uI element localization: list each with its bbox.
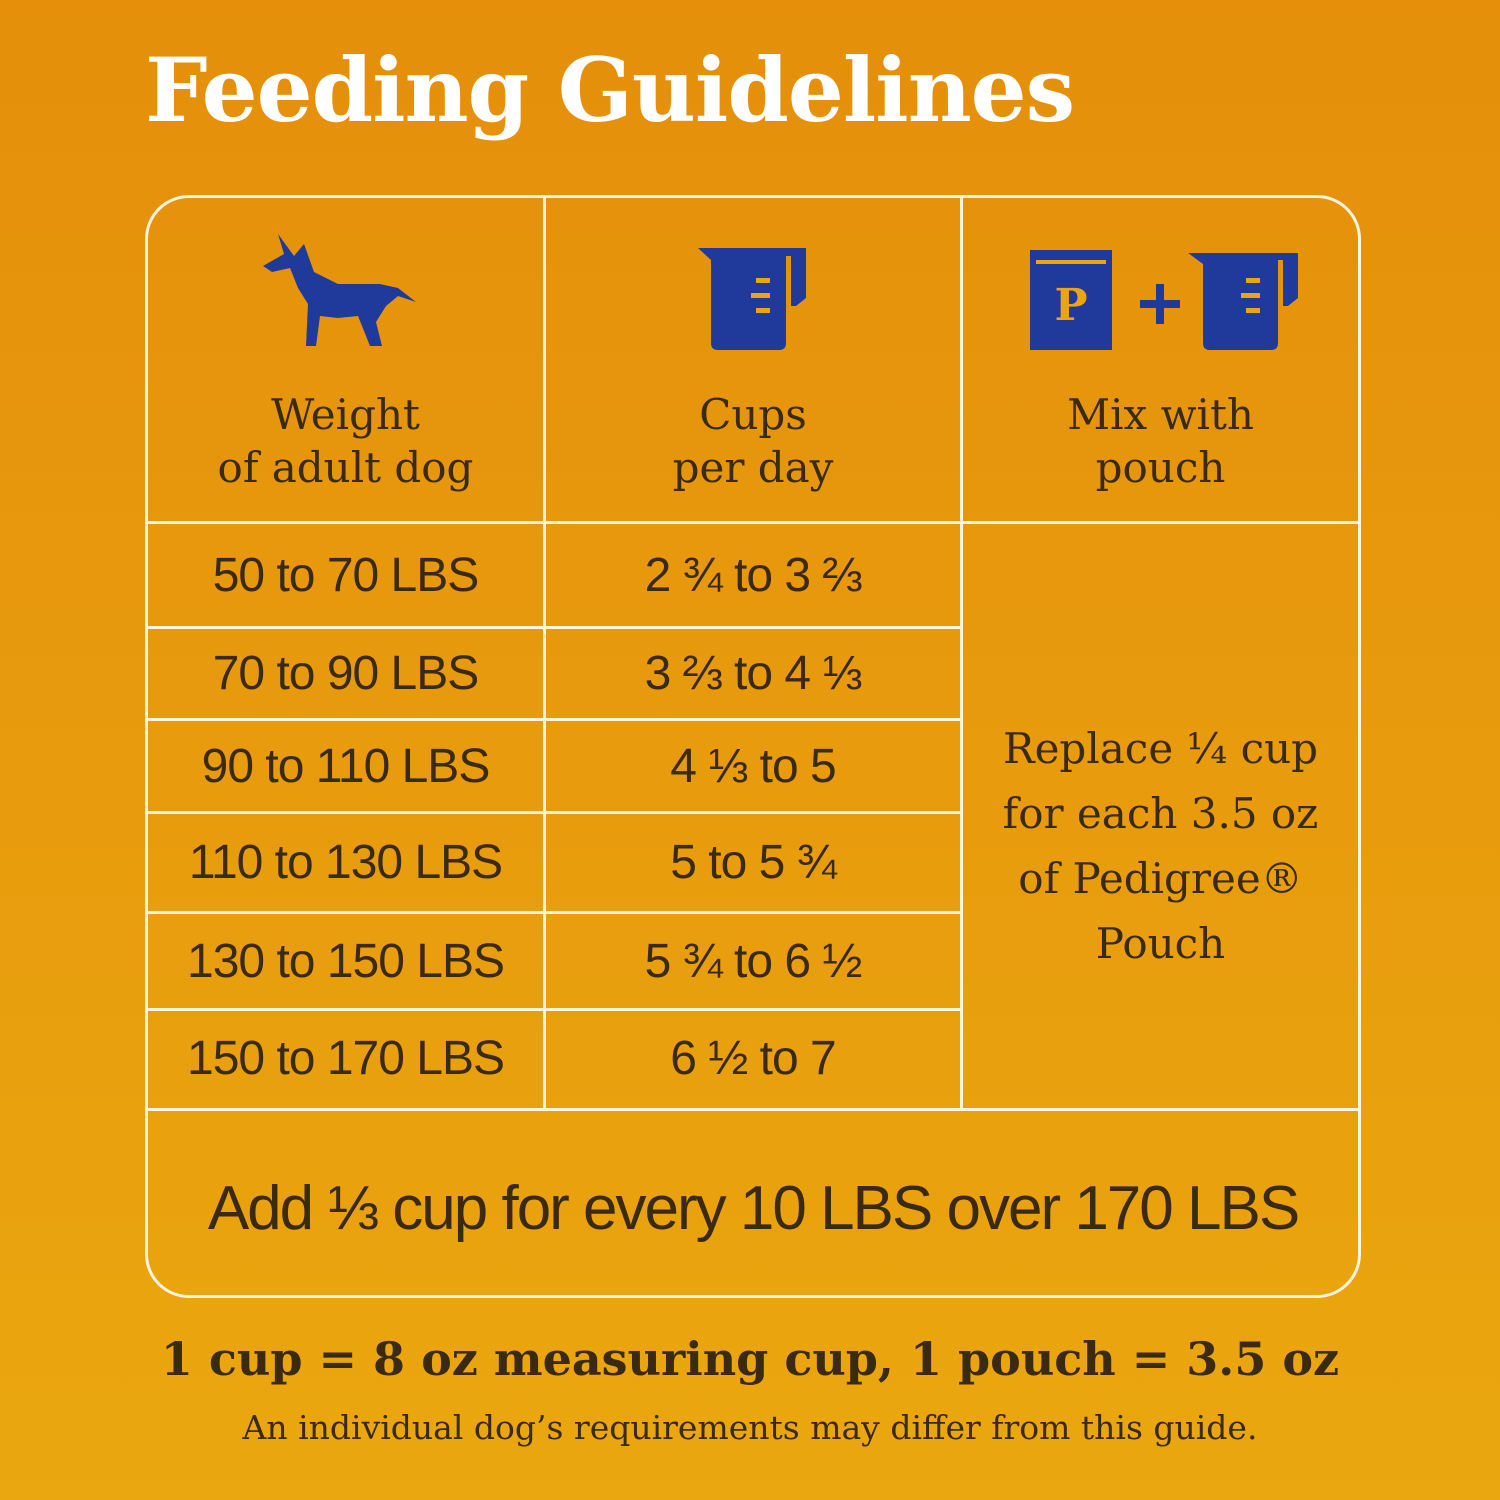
table-cell: 3 ⅔ to 4 ⅓ [644,647,863,700]
table-cell: 5 to 5 ¾ [670,836,836,889]
table-cell: 6 ½ to 7 [670,1031,836,1085]
measure-note: 1 cup = 8 oz measuring cup, 1 pouch = 3.… [160,1332,1340,1386]
disclaimer: An individual dog’s requirements may dif… [242,1408,1258,1447]
add-note: Add ⅓ cup for every 10 LBS over 170 LBS [207,1174,1300,1243]
column-header: Weight of adult dog [217,390,474,492]
title: Feeding Guidelines [145,38,1075,142]
divider [148,626,960,629]
divider [148,911,960,914]
divider [148,521,1358,524]
divider [960,198,963,1108]
column-header: Mix with pouch [1067,390,1254,492]
table-cell: 130 to 150 LBS [187,934,505,988]
table-cell: 5 ¾ to 6 ½ [644,934,863,988]
table-cell: 90 to 110 LBS [201,739,491,793]
cup-icon [698,248,806,350]
column-header: Cups per day [672,390,834,492]
divider [543,198,546,1108]
divider [148,718,960,721]
svg-text:P: P [1054,280,1087,331]
divider [148,1108,1358,1111]
pouch-plus-cup-icon: P [1030,250,1298,350]
table-cell: 70 to 90 LBS [212,647,480,700]
mix-note: Replace ¼ cup for each 3.5 oz of Pedigre… [1002,724,1319,968]
table-cell: 150 to 170 LBS [187,1031,505,1085]
table-frame: P Weight of adult dog Cups per day Mix wit… [145,195,1361,1298]
divider [148,811,960,814]
table-cell: 50 to 70 LBS [212,548,480,602]
table-cell: 110 to 130 LBS [188,836,503,889]
divider [148,1008,960,1011]
table-cell: 4 ⅓ to 5 [670,739,836,793]
table-cell: 2 ¾ to 3 ⅔ [644,548,863,602]
dog-icon [263,234,416,346]
